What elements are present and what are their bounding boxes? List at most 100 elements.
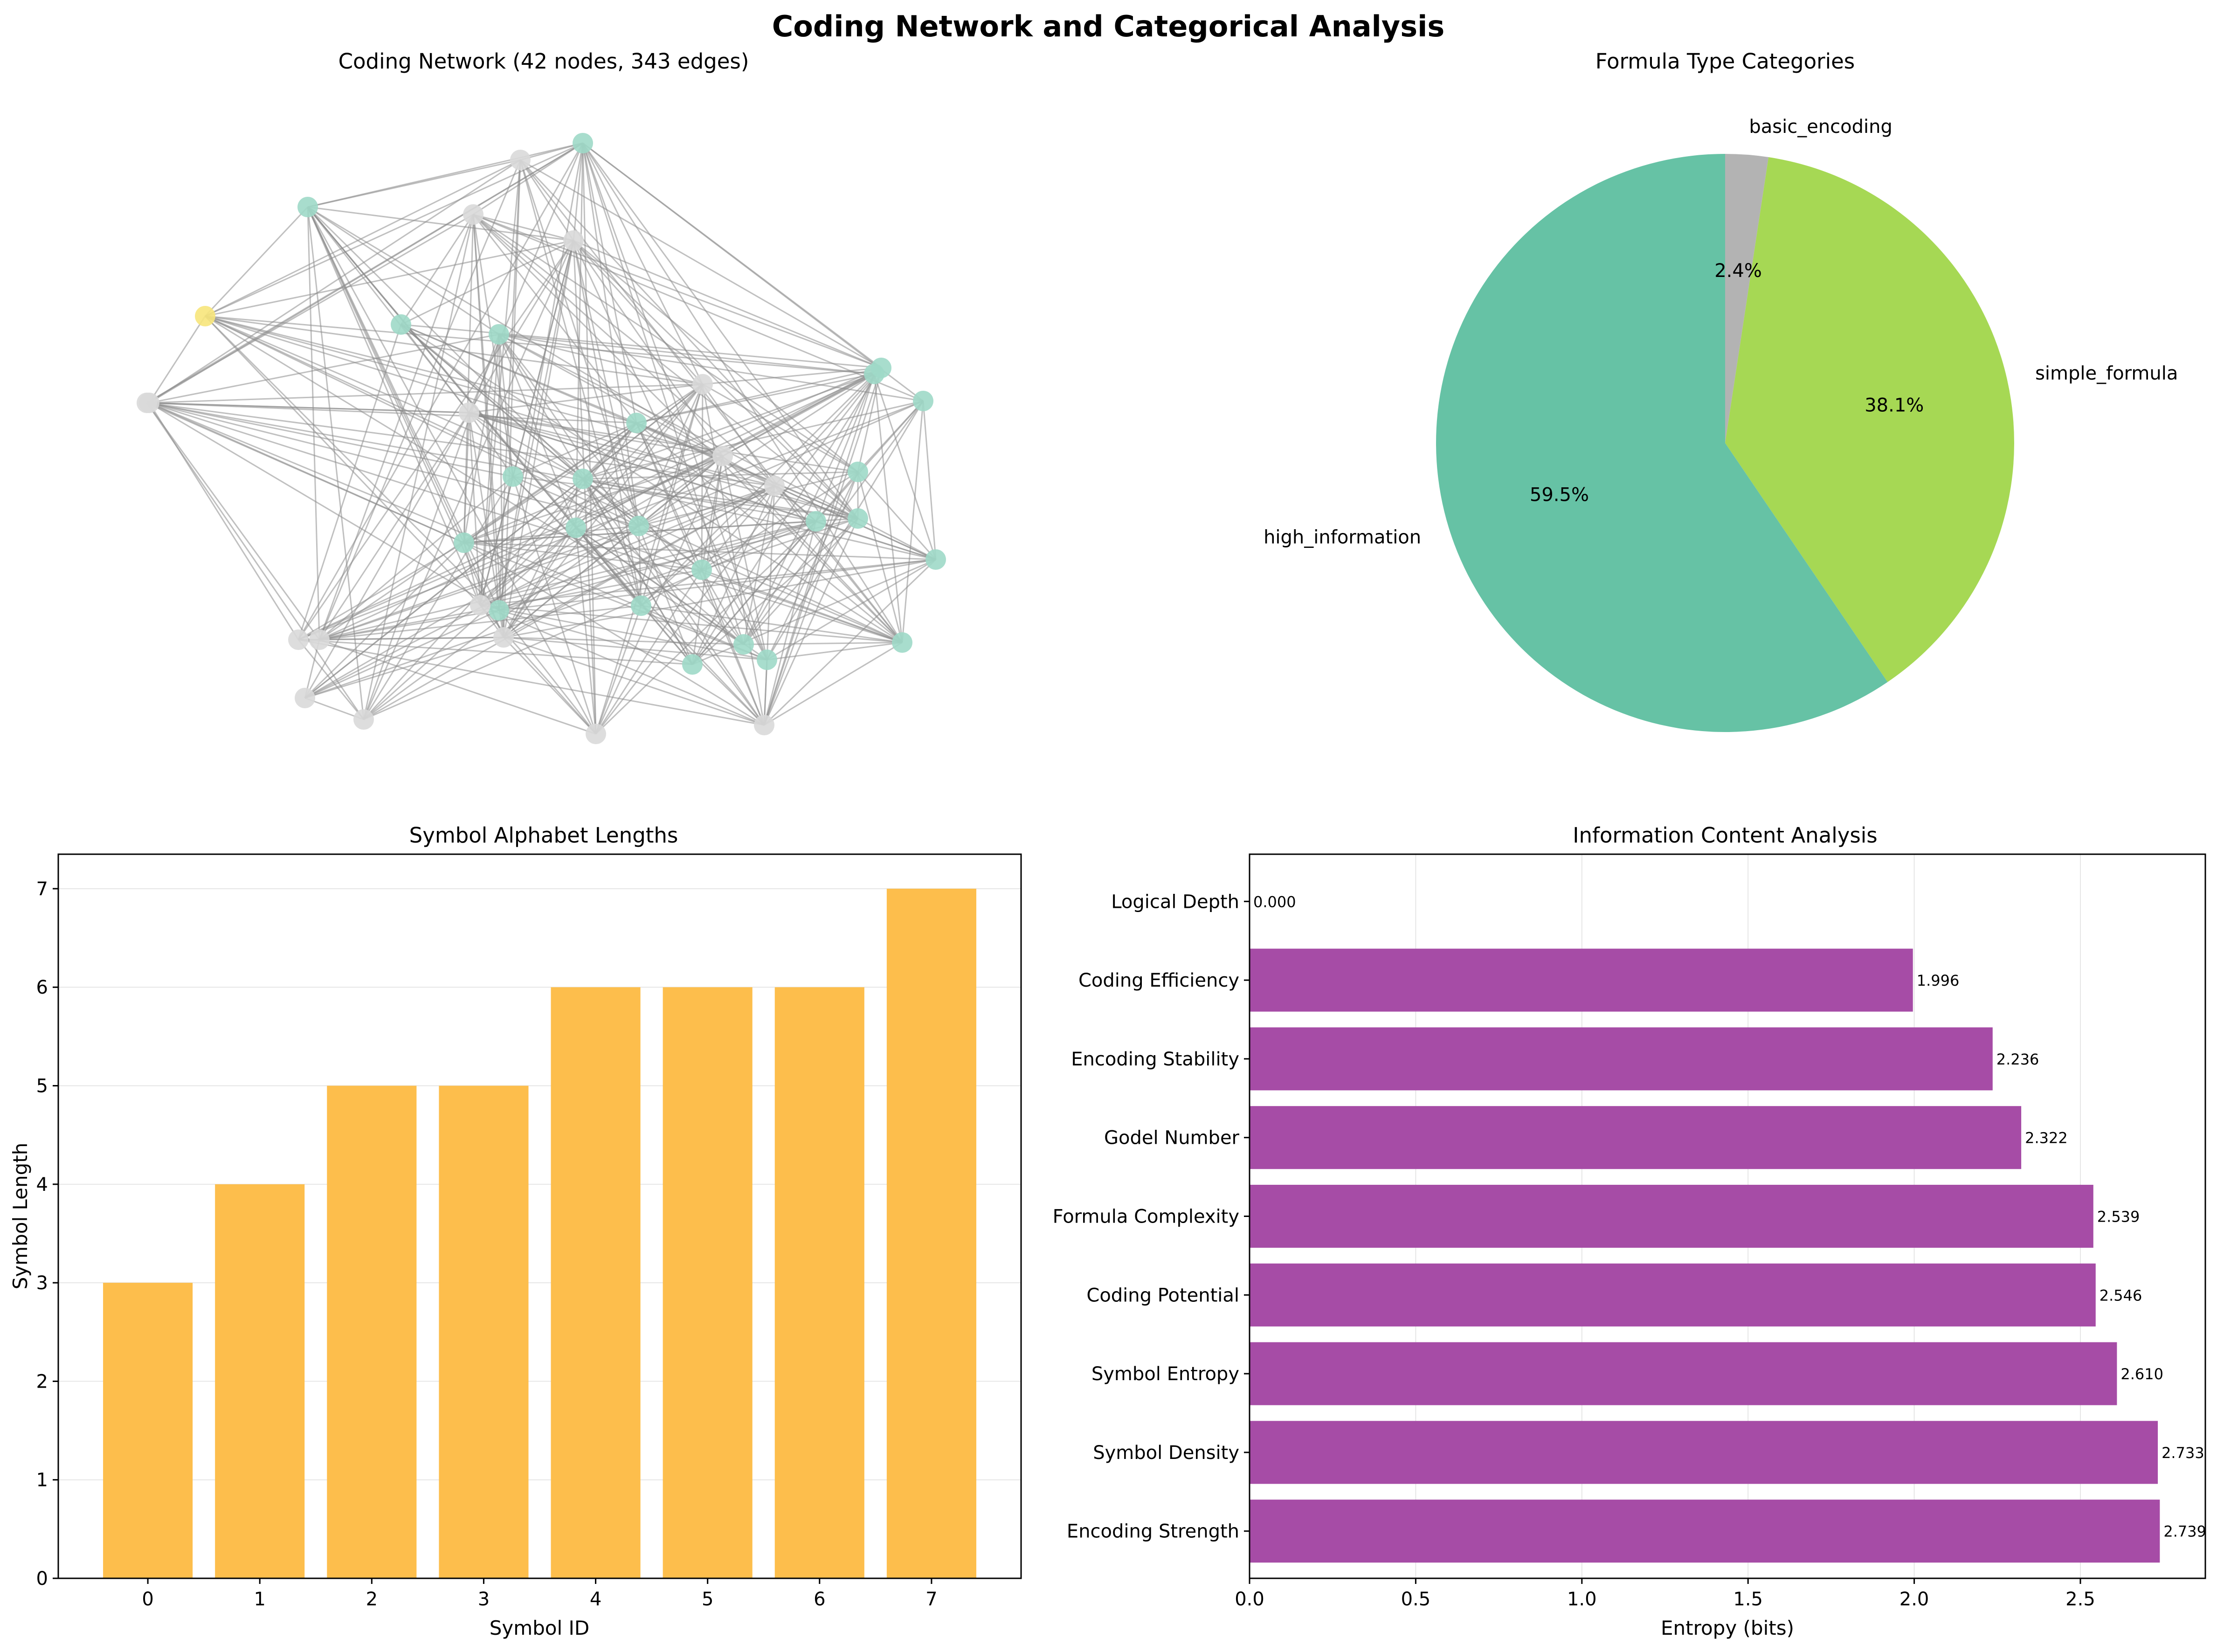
- length-y-label: Symbol Length: [9, 1143, 32, 1290]
- network-node: [573, 469, 593, 489]
- network-edge: [363, 485, 775, 720]
- info-value-label: 2.739: [2163, 1523, 2206, 1541]
- network-edge: [722, 455, 903, 643]
- network-panel: Coding Network (42 nodes, 343 edges): [137, 49, 946, 744]
- network-node: [493, 627, 514, 648]
- network-edge: [519, 159, 859, 519]
- network-edge: [857, 518, 936, 560]
- length-y-tick-label: 6: [36, 977, 48, 998]
- network-edge: [149, 402, 464, 544]
- network-edge: [472, 214, 817, 522]
- info-bar: [1250, 948, 1913, 1012]
- network-node: [692, 374, 713, 394]
- network-edge: [582, 143, 859, 519]
- network-edge: [318, 159, 521, 640]
- info-y-tick-label: Formula Complexity: [1053, 1206, 1239, 1228]
- info-y-tick-label: Encoding Strength: [1067, 1521, 1239, 1542]
- length-axes-frame: [57, 853, 1022, 1579]
- network-node: [871, 358, 891, 378]
- network-edge: [763, 659, 768, 726]
- network-edge: [318, 214, 474, 640]
- network-edge: [582, 478, 936, 560]
- network-edge: [319, 639, 596, 735]
- network-edge: [512, 476, 858, 519]
- network-node: [586, 724, 606, 744]
- network-edge: [582, 400, 924, 480]
- pie-category-label: high_information: [1264, 527, 1421, 548]
- network-node: [913, 391, 933, 411]
- network-edge: [149, 402, 513, 477]
- network-edge: [205, 315, 875, 375]
- network-edge: [304, 520, 816, 699]
- network-edge: [149, 402, 499, 611]
- network-edge: [298, 639, 765, 726]
- network-edge: [638, 384, 704, 526]
- info-y-tick-label: Godel Number: [1104, 1127, 1240, 1149]
- length-y-tick-label: 2: [36, 1371, 48, 1392]
- network-edge: [635, 422, 768, 660]
- network-node: [806, 511, 826, 532]
- network-edge: [575, 527, 744, 645]
- network-node: [563, 230, 584, 251]
- network-edge: [638, 455, 723, 527]
- network-edge: [503, 240, 574, 638]
- network-node: [459, 402, 479, 423]
- network-edge: [463, 455, 723, 544]
- network-edge: [763, 367, 882, 726]
- network-edge: [307, 142, 583, 208]
- info-value-label: 2.322: [2025, 1129, 2068, 1147]
- network-edge: [363, 476, 514, 720]
- network-edge: [307, 206, 584, 480]
- network-node: [566, 518, 586, 538]
- network-edge: [473, 214, 858, 473]
- network-edge: [636, 367, 882, 424]
- network-node: [463, 204, 483, 225]
- pie-pct-label: 38.1%: [1865, 395, 1924, 416]
- network-edge: [363, 214, 474, 720]
- pie-slices: [1436, 154, 2014, 733]
- network-node: [626, 413, 647, 433]
- network-edge: [146, 142, 583, 404]
- network-node: [628, 516, 649, 536]
- info-y-tick-label: Coding Potential: [1086, 1285, 1239, 1306]
- pie-slice-simple_formula: [1725, 157, 2014, 682]
- pie-pct-label: 2.4%: [1714, 260, 1762, 282]
- network-edge: [520, 159, 882, 369]
- network-edge: [146, 214, 474, 404]
- length-bar: [327, 1085, 417, 1578]
- network-node: [925, 549, 946, 570]
- network-edge: [463, 542, 765, 726]
- network-edge: [582, 478, 642, 606]
- network-edge: [763, 521, 817, 726]
- network-edge: [582, 478, 639, 527]
- info-bar: [1250, 1263, 2096, 1327]
- network-node: [573, 133, 593, 153]
- network-edge: [573, 240, 882, 369]
- network-edge: [701, 384, 704, 570]
- network-edge: [743, 521, 817, 645]
- network-edge: [503, 525, 639, 638]
- network-node: [757, 650, 777, 670]
- network-edge: [463, 542, 767, 661]
- length-y-tick-label: 5: [36, 1076, 48, 1097]
- info-bar: [1250, 1500, 2160, 1563]
- network-edges: [146, 142, 937, 735]
- network-edge: [519, 159, 574, 241]
- network-edge: [595, 605, 642, 734]
- network-node: [297, 197, 318, 217]
- network-edge: [149, 333, 499, 404]
- length-bar: [886, 888, 976, 1578]
- length-y-tick-label: 4: [36, 1174, 48, 1196]
- length-x-tick-label: 4: [590, 1589, 601, 1610]
- info-value-label: 1.996: [1917, 972, 1960, 989]
- network-edge: [463, 367, 882, 544]
- network-edge: [480, 559, 936, 606]
- network-edge: [498, 334, 577, 528]
- network-edge: [363, 240, 574, 720]
- length-bar: [551, 987, 641, 1578]
- network-edge: [473, 142, 583, 215]
- network-edge: [205, 159, 521, 317]
- length-y-tick-label: 7: [36, 878, 48, 900]
- network-edge: [319, 422, 637, 641]
- length-bar: [215, 1184, 305, 1578]
